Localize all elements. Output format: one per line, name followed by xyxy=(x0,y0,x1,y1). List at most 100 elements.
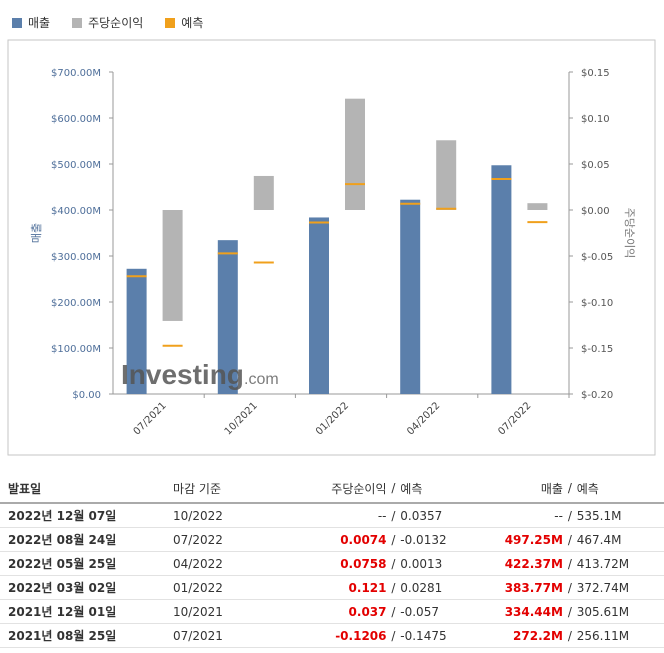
legend-forecast-swatch xyxy=(165,17,176,28)
eps-bar xyxy=(162,210,183,321)
row-rev-slash: / xyxy=(562,527,577,552)
left-tick-label: $700.00M xyxy=(51,68,101,79)
row-period: 10/2021 xyxy=(173,599,300,624)
row-eps: -- xyxy=(299,503,387,528)
table-row: 2022년 05월 25일 04/2022 0.0758/0.0013 422.37M… xyxy=(0,551,664,576)
row-revenue: 497.25M xyxy=(471,527,563,552)
left-tick-label: $600.00M xyxy=(51,114,101,125)
row-revenue-forecast: 256.11M xyxy=(576,623,664,648)
row-revenue: 334.44M xyxy=(471,599,563,624)
earnings-chart: 매출 주당순이익 예측 $0.00 $100.00M $200.00M $300.00… xyxy=(7,14,656,456)
header-date[interactable]: 발표일 xyxy=(0,474,174,504)
row-period: 04/2022 xyxy=(173,551,300,576)
row-eps: 0.037 xyxy=(299,599,387,624)
legend-revenue-label: 매출 xyxy=(28,16,51,30)
row-rev-slash: / xyxy=(562,599,577,624)
row-revenue-forecast: 372.74M xyxy=(576,575,664,600)
row-eps: 0.0758 xyxy=(299,551,387,576)
eps-bar xyxy=(527,203,548,210)
left-tick-label: $0.00 xyxy=(72,390,101,401)
row-eps-slash: / xyxy=(386,503,401,528)
investing-logo-suffix: .com xyxy=(244,371,279,388)
row-revenue: 272.2M xyxy=(471,623,563,648)
right-tick-label: $0.15 xyxy=(581,68,610,79)
revenue-bar xyxy=(126,268,147,394)
header-eps-forecast[interactable]: 예측 xyxy=(400,474,472,504)
row-revenue-forecast: 413.72M xyxy=(576,551,664,576)
investing-logo: Investing xyxy=(121,359,244,390)
x-tick-label: 04/2022 xyxy=(405,400,442,437)
left-tick-label: $200.00M xyxy=(51,298,101,309)
row-date: 2021년 08월 25일 xyxy=(0,623,174,648)
row-eps-slash: / xyxy=(386,623,401,648)
x-tick-label: 07/2022 xyxy=(496,400,533,437)
right-tick-label: $-0.20 xyxy=(581,390,613,401)
left-tick-label: $400.00M xyxy=(51,206,101,217)
row-eps-forecast: -0.1475 xyxy=(400,623,472,648)
row-date: 2022년 12월 07일 xyxy=(0,503,174,528)
row-revenue-forecast: 535.1M xyxy=(576,503,664,528)
row-date: 2022년 05월 25일 xyxy=(0,551,174,576)
header-revenue[interactable]: 매출 xyxy=(471,474,563,504)
row-date: 2021년 12월 01일 xyxy=(0,599,174,624)
table-row: 2022년 08월 24일 07/2022 0.0074/-0.0132 497.25… xyxy=(0,527,664,552)
row-period: 07/2021 xyxy=(173,623,300,648)
chart-legend: 매출 주당순이익 예측 xyxy=(12,14,203,31)
legend-forecast-label: 예측 xyxy=(181,16,204,30)
right-tick-label: $0.00 xyxy=(581,206,610,217)
revenue-bar xyxy=(491,165,512,394)
row-eps-slash: / xyxy=(386,527,401,552)
row-rev-slash: / xyxy=(562,575,577,600)
row-period: 10/2022 xyxy=(173,503,300,528)
row-period: 01/2022 xyxy=(173,575,300,600)
row-eps-forecast: -0.057 xyxy=(400,599,472,624)
revenue-bar xyxy=(309,217,329,394)
right-tick-label: $-0.15 xyxy=(581,344,613,355)
row-revenue: 422.37M xyxy=(471,551,563,576)
header-eps[interactable]: 주당순이익 xyxy=(299,474,387,504)
chart-svg: $0.00 $100.00M $200.00M $300.00M $400.00M $50… xyxy=(7,39,656,456)
header-revenue-forecast[interactable]: 예측 xyxy=(576,474,664,504)
row-eps-slash: / xyxy=(386,575,401,600)
row-eps-forecast: 0.0357 xyxy=(400,503,472,528)
row-date: 2022년 08월 24일 xyxy=(0,527,174,552)
legend-forecast[interactable]: 예측 xyxy=(165,14,203,31)
table-header-row: 발표일 마감 기준 주당순이익 / 예측 매출 / 예측 xyxy=(0,474,664,504)
row-eps: 0.121 xyxy=(299,575,387,600)
row-revenue: -- xyxy=(471,503,563,528)
row-eps-slash: / xyxy=(386,599,401,624)
legend-revenue[interactable]: 매출 xyxy=(12,14,50,31)
header-eps-slash: / xyxy=(386,474,401,504)
row-rev-slash: / xyxy=(562,623,577,648)
left-tick-label: $500.00M xyxy=(51,160,101,171)
row-eps: -0.1206 xyxy=(299,623,387,648)
row-eps-forecast: 0.0281 xyxy=(400,575,472,600)
right-tick-label: $-0.10 xyxy=(581,298,613,309)
eps-bar xyxy=(253,175,274,210)
right-tick-label: $0.10 xyxy=(581,114,610,125)
legend-eps[interactable]: 주당순이익 xyxy=(72,14,143,31)
row-revenue-forecast: 305.61M xyxy=(576,599,664,624)
legend-eps-swatch xyxy=(72,17,83,28)
x-tick-label: 07/2021 xyxy=(132,400,169,437)
left-tick-label: $100.00M xyxy=(51,344,101,355)
chart-frame xyxy=(7,39,656,456)
right-tick-label: $0.05 xyxy=(581,160,610,171)
row-rev-slash: / xyxy=(562,503,577,528)
right-axis-title: 주당순이익 xyxy=(623,208,636,259)
row-eps: 0.0074 xyxy=(299,527,387,552)
row-eps-slash: / xyxy=(386,551,401,576)
row-date: 2022년 03월 02일 xyxy=(0,575,174,600)
row-revenue: 383.77M xyxy=(471,575,563,600)
table-row: 2022년 03월 02일 01/2022 0.121/0.0281 383.77M /… xyxy=(0,575,664,600)
eps-bar xyxy=(436,140,457,210)
row-period: 07/2022 xyxy=(173,527,300,552)
header-rev-slash: / xyxy=(562,474,577,504)
row-rev-slash: / xyxy=(562,551,577,576)
right-tick-label: $-0.05 xyxy=(581,252,613,263)
header-period[interactable]: 마감 기준 xyxy=(173,474,300,504)
left-axis-title: 매출 xyxy=(30,223,43,243)
earnings-table: 발표일 마감 기준 주당순이익 / 예측 매출 / 예측 2022년 12월 0… xyxy=(0,474,664,648)
left-tick-label: $300.00M xyxy=(51,252,101,263)
row-revenue-forecast: 467.4M xyxy=(576,527,664,552)
